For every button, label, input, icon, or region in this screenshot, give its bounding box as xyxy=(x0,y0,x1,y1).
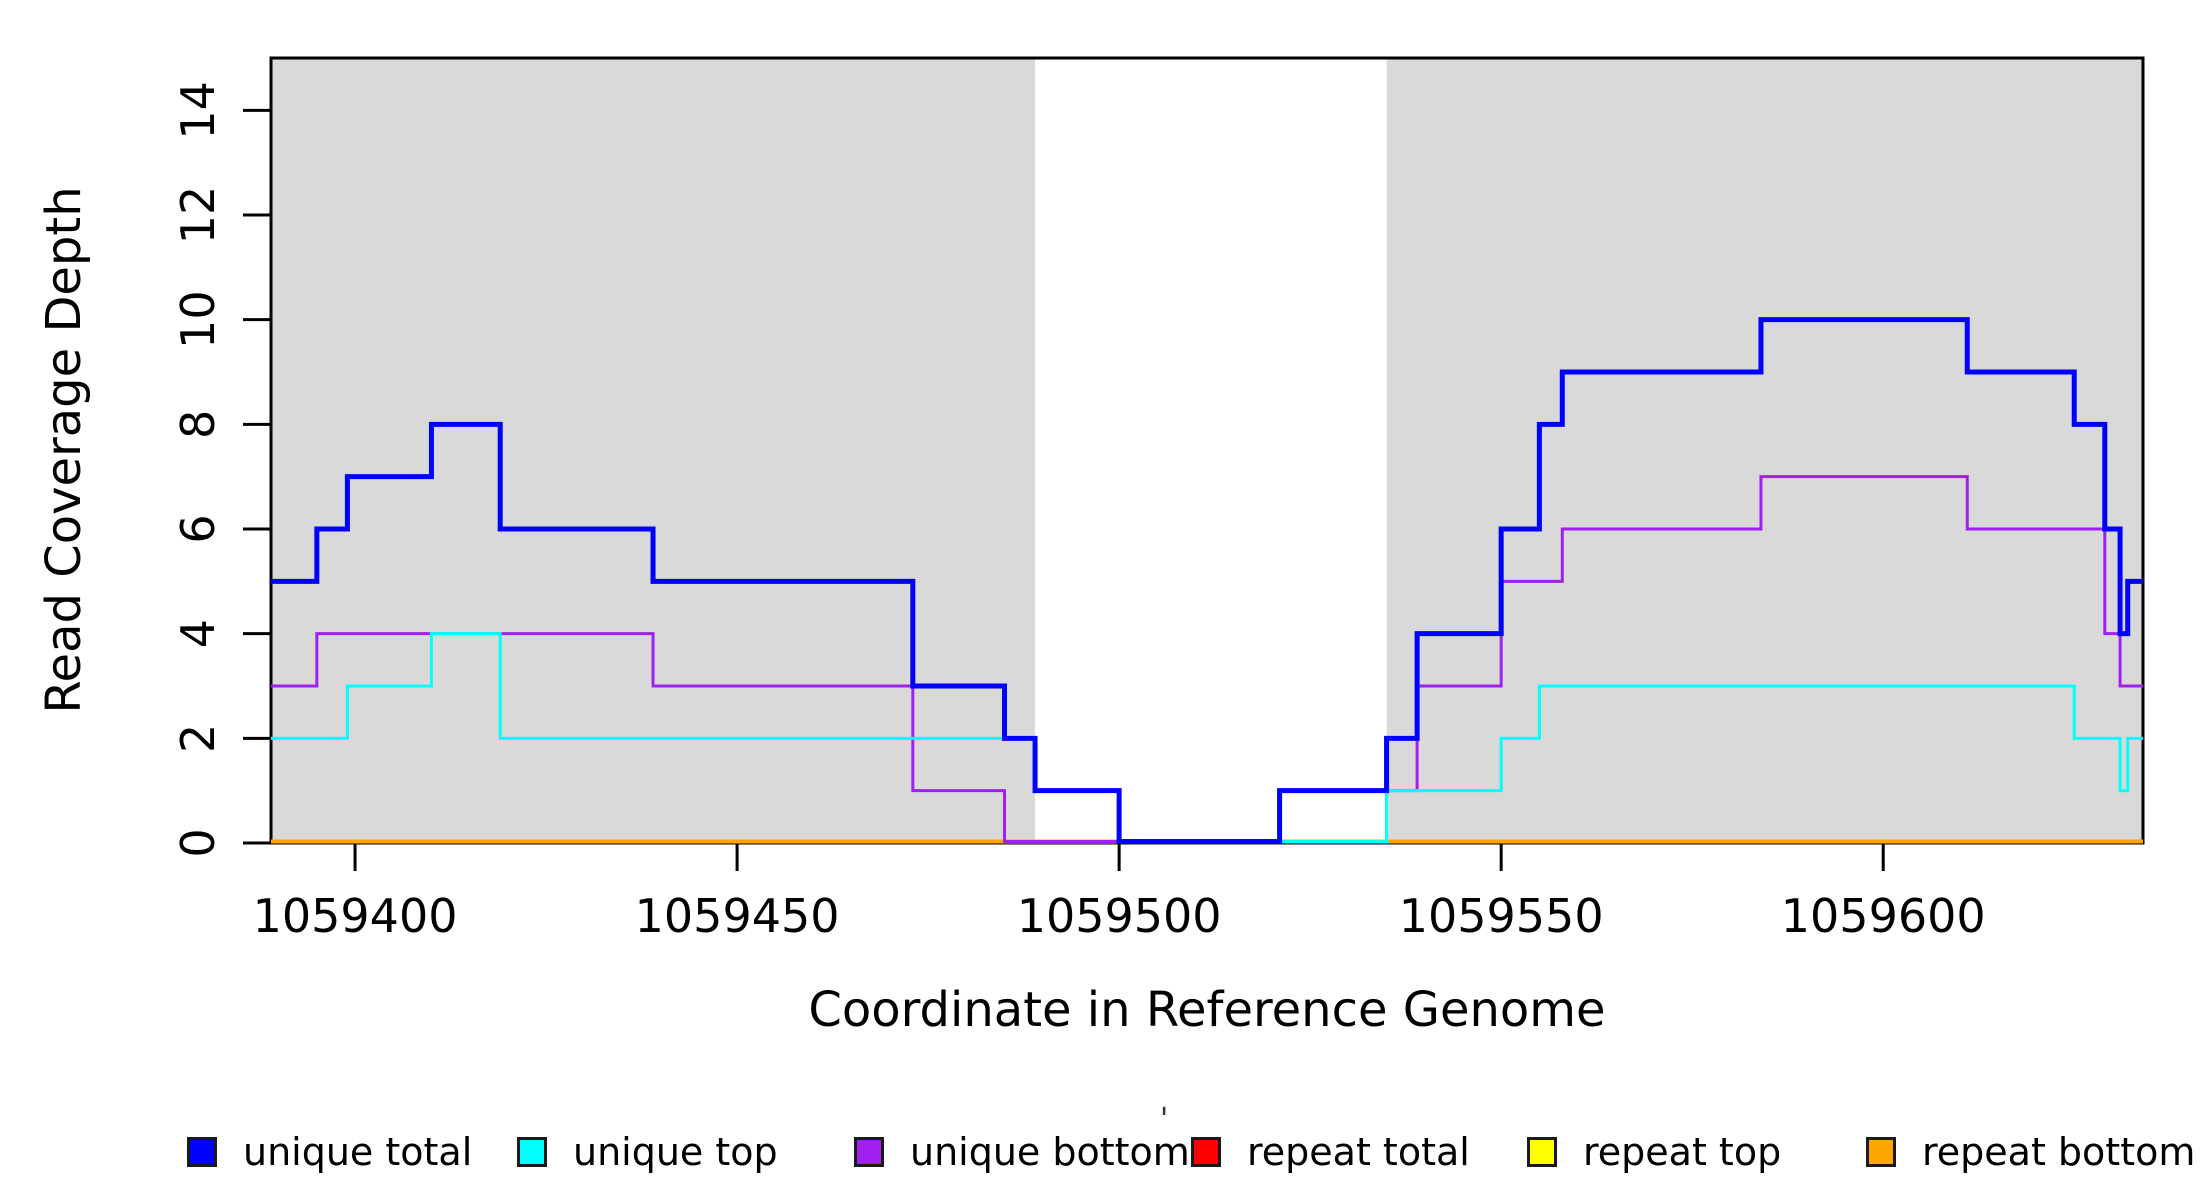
legend-label: unique bottom xyxy=(910,1130,1190,1174)
legend-swatch-repeat-bottom xyxy=(1866,1137,1896,1167)
legend-item-unique-top: unique top xyxy=(517,1130,778,1174)
y-tick-label: 10 xyxy=(171,290,225,349)
legend-item-unique-total: unique total xyxy=(187,1130,472,1174)
shaded-region xyxy=(271,58,1036,843)
legend-label: unique top xyxy=(573,1130,778,1174)
legend-artifact-mark: ' xyxy=(1160,1102,1169,1137)
y-tick-label: 0 xyxy=(171,828,225,857)
x-tick-label: 1059500 xyxy=(1017,889,1222,943)
y-tick-label: 8 xyxy=(171,410,225,439)
y-tick-label: 6 xyxy=(171,514,225,543)
legend-swatch-unique-bottom xyxy=(854,1137,884,1167)
y-tick-label: 14 xyxy=(171,81,225,140)
y-tick-label: 2 xyxy=(171,724,225,753)
y-axis-title: Read Coverage Depth xyxy=(36,186,92,714)
series-line-unique-total xyxy=(271,317,2143,844)
x-tick-label: 1059600 xyxy=(1781,889,1986,943)
legend-swatch-repeat-total xyxy=(1191,1137,1221,1167)
legend-swatch-unique-total xyxy=(187,1137,217,1167)
shaded-region xyxy=(1386,58,2143,843)
legend-item-repeat-bottom: repeat bottom xyxy=(1866,1130,2195,1174)
x-tick-label: 1059450 xyxy=(635,889,840,943)
legend-label: repeat top xyxy=(1583,1130,1782,1174)
y-tick-label: 4 xyxy=(171,619,225,648)
legend-swatch-repeat-top xyxy=(1527,1137,1557,1167)
legend-item-unique-bottom: unique bottom xyxy=(854,1130,1190,1174)
legend-label: repeat bottom xyxy=(1922,1130,2196,1174)
x-axis-title: Coordinate in Reference Genome xyxy=(808,982,1606,1038)
legend-label: unique total xyxy=(243,1130,473,1174)
series-line-unique-top xyxy=(271,632,2143,843)
legend-label: repeat total xyxy=(1247,1130,1470,1174)
legend-swatch-unique-top xyxy=(517,1137,547,1167)
legend-item-repeat-top: repeat top xyxy=(1527,1130,1781,1174)
legend-item-repeat-total: repeat total xyxy=(1191,1130,1470,1174)
y-tick-label: 12 xyxy=(171,186,225,245)
x-tick-label: 1059550 xyxy=(1399,889,1604,943)
x-tick-label: 1059400 xyxy=(253,889,458,943)
series-line-unique-bottom xyxy=(271,475,2143,843)
